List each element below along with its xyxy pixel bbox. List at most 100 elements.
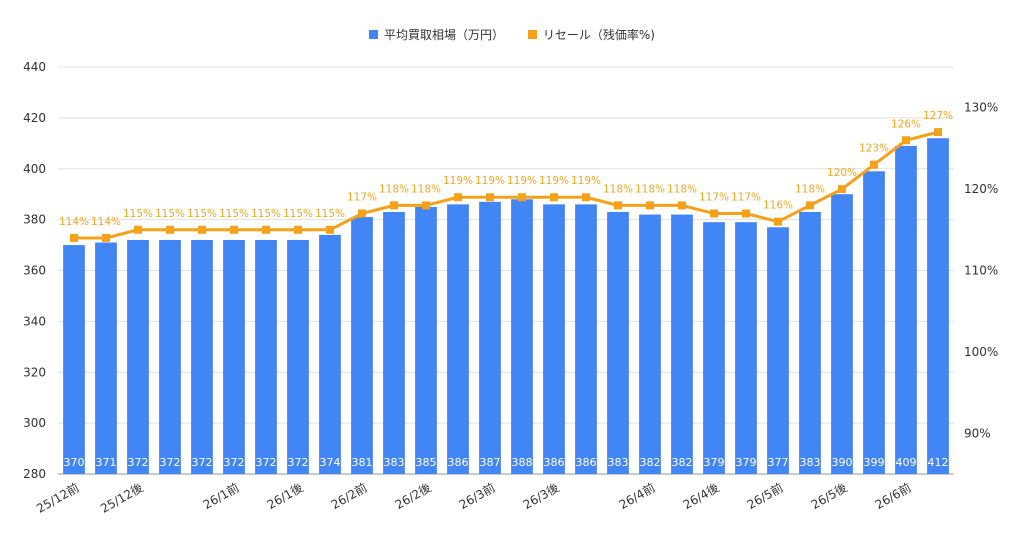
x-tick-label: 26/4前 [616,480,657,512]
bar [127,239,149,474]
bar [447,204,469,475]
bar [703,222,725,474]
bar [927,138,949,474]
resale-value-label: 116% [763,200,793,212]
resale-value-label: 118% [635,183,665,195]
bar-value-label: 383 [384,456,405,469]
bar-value-label: 372 [288,456,309,469]
x-tick-label: 25/12前 [34,480,82,516]
resale-value-label: 118% [795,183,825,195]
resale-value-label: 118% [603,183,633,195]
x-tick-label: 26/1後 [265,480,306,512]
resale-value-label: 118% [667,183,697,195]
resale-point [326,225,334,234]
bar-value-label: 370 [64,456,85,469]
resale-point [198,225,206,234]
y-right-tick-label: 120% [964,182,998,196]
x-tick-label: 26/5後 [809,480,850,512]
bar-value-label: 377 [768,456,789,469]
x-tick-label: 26/2前 [328,480,369,512]
resale-value-label: 115% [315,208,345,220]
resale-value-label: 115% [251,208,281,220]
bar-value-label: 388 [512,456,533,469]
resale-point [454,193,462,202]
resale-value-label: 119% [571,175,601,187]
bar [543,204,565,475]
bar [287,239,309,474]
resale-point [934,128,942,137]
y-left-tick-label: 400 [23,162,46,176]
resale-value-label: 118% [411,183,441,195]
resale-point [774,217,782,226]
bar-value-label: 399 [864,456,885,469]
bar-value-label: 372 [192,456,213,469]
bar [863,171,885,474]
bar-value-label: 371 [96,456,117,469]
bar-value-label: 372 [128,456,149,469]
x-tick-label: 26/3後 [521,480,562,512]
bar [895,145,917,474]
resale-point [166,225,174,234]
y-left-tick-label: 380 [23,213,46,227]
resale-point [870,160,878,169]
resale-value-label: 115% [219,208,249,220]
bar-value-label: 386 [544,456,565,469]
bar-value-label: 379 [736,456,757,469]
bar [639,214,661,474]
bar-value-label: 374 [320,456,341,469]
y-right-tick-label: 100% [964,345,998,359]
bar [831,194,853,474]
bar-value-label: 385 [416,456,437,469]
legend-swatch-bars [369,30,379,39]
x-tick-label: 26/1前 [200,480,241,512]
resale-point [550,193,558,202]
bar [319,234,341,474]
resale-value-label: 118% [379,183,409,195]
resale-point [902,136,910,145]
bar [735,222,757,474]
resale-point [838,185,846,194]
y-left-tick-label: 360 [23,264,46,278]
x-tick-label: 26/4後 [681,480,722,512]
bar-value-label: 390 [832,456,853,469]
resale-value-label: 115% [123,208,153,220]
x-tick-label: 26/2後 [393,480,434,512]
bar-value-label: 382 [672,456,693,469]
resale-point [134,225,142,234]
bar-value-label: 381 [352,456,373,469]
resale-point [262,225,270,234]
x-tick-label: 26/3前 [456,480,497,512]
bar [671,214,693,474]
x-tick-label: 26/5前 [744,480,785,512]
bar-value-label: 387 [480,456,501,469]
bar [415,206,437,474]
resale-value-label: 114% [59,216,89,228]
resale-value-label: 127% [923,110,953,122]
bar [95,242,117,474]
bar-value-label: 379 [704,456,725,469]
bar-value-label: 382 [640,456,661,469]
bar [799,211,821,474]
legend-item-bars: 平均買取相場（万円） [369,26,504,43]
resale-value-label: 115% [187,208,217,220]
bar [159,239,181,474]
bar-value-label: 372 [160,456,181,469]
resale-point [102,233,110,242]
bar-value-label: 383 [800,456,821,469]
legend-swatch-line [527,30,537,39]
resale-point [422,201,430,210]
bar-value-label: 386 [576,456,597,469]
bar-value-label: 412 [928,456,949,469]
y-right-tick-label: 90% [964,426,991,440]
resale-value-label: 119% [539,175,569,187]
y-left-tick-label: 300 [23,416,46,430]
resale-value-label: 120% [827,167,857,179]
resale-value-label: 117% [347,192,377,204]
bar-value-label: 372 [256,456,277,469]
legend-item-line: リセール（残価率%) [527,26,655,43]
resale-point [294,225,302,234]
resale-point [486,193,494,202]
bar [63,245,85,474]
resale-point [358,209,366,218]
bar [351,217,373,475]
